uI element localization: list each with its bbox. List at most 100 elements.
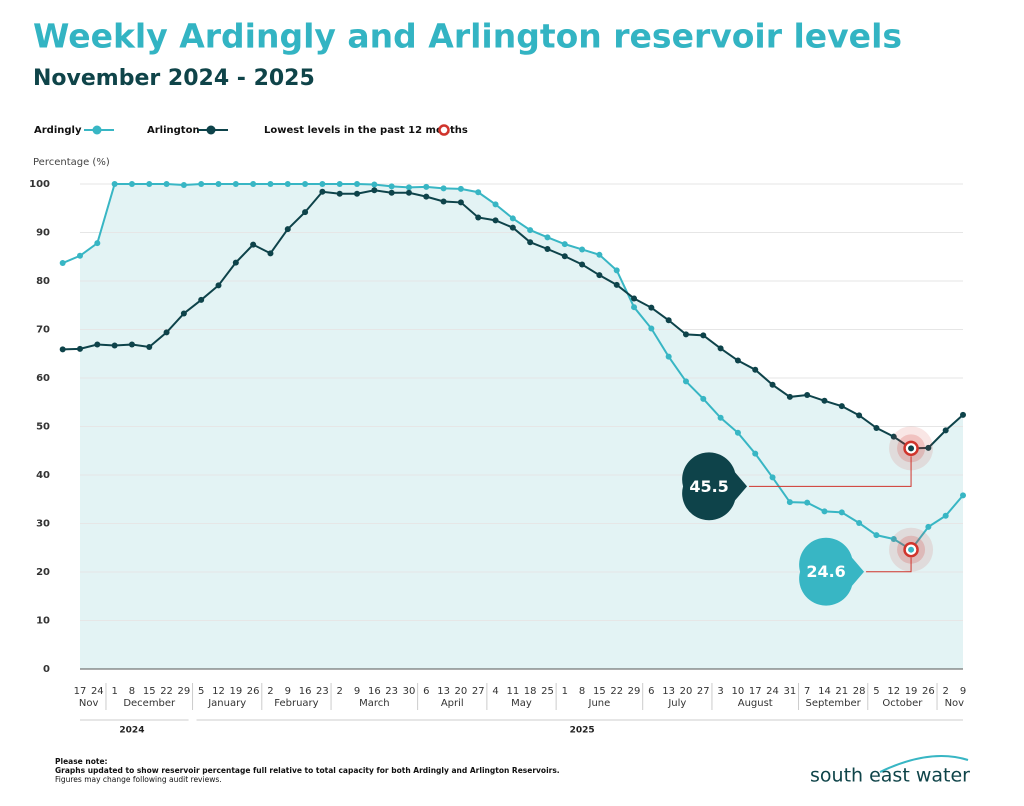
data-point: [267, 181, 274, 187]
data-point: [475, 214, 482, 221]
data-point: [111, 342, 118, 349]
data-point: [232, 181, 239, 187]
data-point: [509, 224, 516, 231]
data-point: [319, 181, 326, 187]
x-tick-label: 20: [455, 686, 468, 697]
data-point: [163, 181, 170, 187]
month-label: January: [207, 698, 246, 709]
x-tick-label: 8: [129, 686, 135, 697]
data-point: [579, 261, 586, 268]
x-tick-label: 29: [628, 686, 641, 697]
data-point: [77, 252, 83, 259]
data-point: [475, 189, 482, 196]
data-point: [284, 181, 291, 187]
x-tick-label: 9: [960, 686, 966, 697]
x-tick-label: 24: [766, 686, 779, 697]
data-point: [960, 492, 966, 499]
x-tick-label: 22: [610, 686, 623, 697]
year-label: 2025: [570, 726, 595, 736]
month-label: September: [806, 698, 862, 709]
data-point: [752, 366, 759, 373]
data-point: [890, 536, 897, 543]
data-point: [371, 181, 378, 188]
data-point: [804, 499, 811, 506]
data-point: [59, 346, 66, 353]
data-point: [59, 260, 66, 267]
data-point: [77, 345, 83, 352]
x-tick-label: 26: [922, 686, 935, 697]
data-point: [423, 183, 430, 190]
data-point: [492, 217, 499, 224]
data-point: [596, 251, 603, 258]
data-point: [302, 181, 309, 187]
y-tick-label: 50: [36, 422, 50, 433]
x-tick-label: 28: [853, 686, 866, 697]
data-point: [336, 181, 343, 187]
lowest-point: [908, 445, 915, 452]
x-tick-label: 6: [423, 686, 429, 697]
month-label: April: [441, 698, 464, 709]
data-point: [527, 227, 534, 234]
data-point: [232, 259, 239, 266]
month-label: June: [588, 698, 611, 709]
y-tick-label: 60: [36, 373, 50, 384]
data-point: [579, 246, 586, 253]
data-point: [682, 331, 689, 338]
area: [80, 190, 963, 669]
callout-label: 24.6: [806, 562, 845, 581]
data-point: [163, 329, 170, 336]
data-point: [925, 523, 932, 530]
data-point: [354, 190, 361, 197]
x-tick-label: 25: [541, 686, 554, 697]
data-point: [198, 181, 205, 187]
y-tick-label: 100: [29, 179, 50, 190]
x-tick-label: 19: [229, 686, 242, 697]
data-point: [457, 199, 464, 206]
callout-bubble: [799, 537, 865, 606]
data-point: [682, 378, 689, 385]
data-point: [942, 427, 949, 434]
data-point: [665, 353, 672, 360]
x-tick-label: 24: [91, 686, 104, 697]
x-tick-label: 6: [648, 686, 654, 697]
y-tick-label: 30: [36, 519, 50, 530]
callout-line: [749, 456, 912, 487]
data-point: [838, 509, 845, 516]
data-point: [925, 444, 932, 451]
data-point: [319, 188, 326, 195]
year-label: 2024: [119, 726, 144, 736]
callout-line: [866, 557, 912, 573]
data-point: [665, 317, 672, 324]
data-point: [527, 239, 534, 246]
x-tick-label: 15: [593, 686, 606, 697]
chart-subtitle: November 2024 - 2025: [33, 66, 315, 91]
x-tick-label: 7: [804, 686, 810, 697]
y-tick-label: 0: [43, 664, 50, 675]
x-tick-label: 5: [198, 686, 204, 697]
legend-marker: [438, 124, 450, 136]
y-axis-label: Percentage (%): [33, 157, 110, 168]
data-point: [146, 181, 153, 187]
data-point: [371, 187, 378, 194]
data-point: [492, 201, 499, 208]
x-tick-label: 9: [285, 686, 291, 697]
y-tick-label: 90: [36, 228, 50, 239]
data-point: [613, 281, 620, 288]
data-point: [180, 181, 187, 188]
data-point: [284, 226, 291, 233]
data-point: [769, 381, 776, 388]
data-point: [128, 341, 135, 348]
data-point: [856, 412, 863, 419]
data-point: [250, 241, 257, 248]
x-tick-label: 21: [835, 686, 848, 697]
data-point: [786, 393, 793, 400]
data-point: [717, 345, 724, 352]
data-point: [734, 429, 741, 436]
data-point: [388, 189, 395, 196]
x-tick-label: 30: [403, 686, 416, 697]
data-point: [873, 532, 880, 539]
data-point: [198, 296, 205, 303]
data-point: [804, 391, 811, 398]
